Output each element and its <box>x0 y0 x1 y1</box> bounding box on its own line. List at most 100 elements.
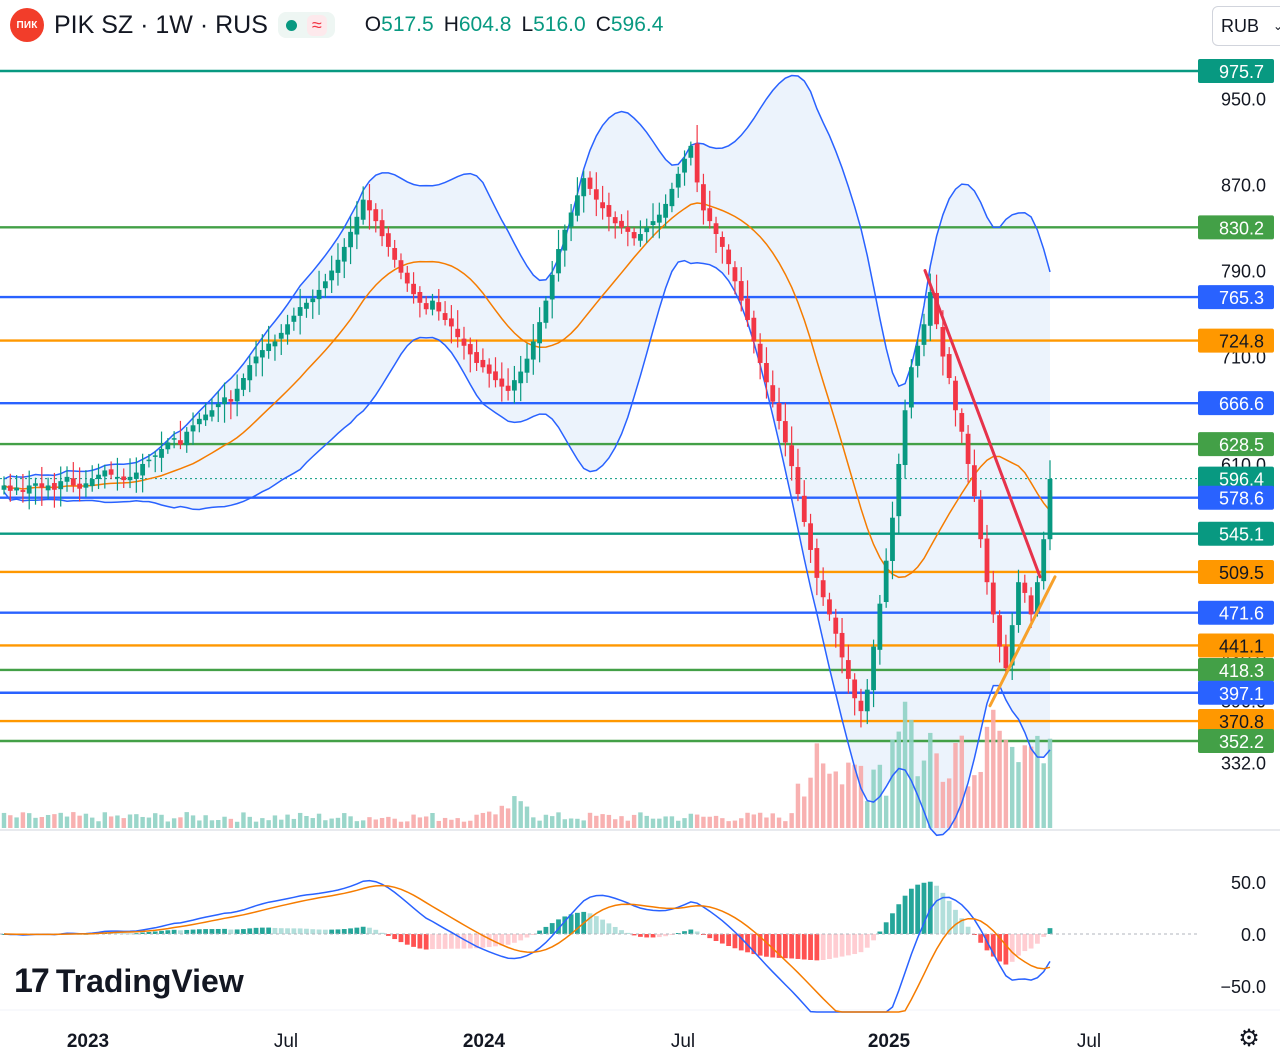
candle[interactable] <box>64 466 70 492</box>
price-level-label[interactable]: 596.4 <box>1198 466 1274 491</box>
candle[interactable] <box>713 216 719 253</box>
candle[interactable] <box>304 298 309 318</box>
candle[interactable] <box>719 231 725 264</box>
symbol-title[interactable]: PIK SZ · 1W · RUS <box>54 10 268 39</box>
price-level-label[interactable]: 975.7 <box>1198 59 1274 83</box>
candle[interactable] <box>115 457 120 491</box>
candle[interactable] <box>33 477 38 505</box>
candle[interactable] <box>291 307 297 331</box>
candle[interactable] <box>1003 634 1009 677</box>
candle[interactable] <box>222 382 227 423</box>
candle[interactable] <box>959 408 965 444</box>
candle[interactable] <box>738 267 744 312</box>
candle[interactable] <box>121 468 127 489</box>
candle[interactable] <box>159 431 164 472</box>
candle[interactable] <box>417 286 423 318</box>
wave-icon[interactable]: ≈ <box>306 14 327 36</box>
price-level-label[interactable]: 628.5 <box>1198 432 1274 457</box>
candle[interactable] <box>606 192 612 232</box>
candle[interactable] <box>638 220 643 247</box>
candle[interactable] <box>146 453 152 468</box>
candle[interactable] <box>858 688 864 728</box>
candle[interactable] <box>102 464 108 489</box>
candle[interactable] <box>140 453 146 493</box>
candle[interactable] <box>694 125 700 193</box>
indicator-pill[interactable]: ≈ <box>277 12 335 38</box>
candle[interactable] <box>656 202 662 239</box>
price-level-label[interactable]: 509.5 <box>1198 559 1274 584</box>
candle[interactable] <box>96 463 101 490</box>
candle[interactable] <box>436 288 442 321</box>
candle[interactable] <box>587 171 593 195</box>
gear-icon[interactable]: ⚙ <box>1238 1025 1260 1052</box>
candle[interactable] <box>782 402 788 457</box>
candle[interactable] <box>474 339 479 371</box>
candle[interactable] <box>83 470 89 498</box>
candle[interactable] <box>398 253 404 280</box>
price-level-label[interactable]: 765.3 <box>1198 285 1274 310</box>
candle[interactable] <box>915 338 921 378</box>
candle[interactable] <box>757 333 763 380</box>
candle[interactable] <box>411 272 416 304</box>
candle[interactable] <box>190 412 196 445</box>
price-level-label[interactable]: 352.2 <box>1198 729 1274 753</box>
candle[interactable] <box>776 387 782 430</box>
candle[interactable] <box>518 355 524 402</box>
candle[interactable] <box>644 218 650 243</box>
candle[interactable] <box>625 210 631 247</box>
candle[interactable] <box>675 166 681 198</box>
candle[interactable] <box>404 265 410 292</box>
candle[interactable] <box>978 490 984 548</box>
candle[interactable] <box>663 194 669 227</box>
candle[interactable] <box>1016 569 1021 633</box>
trendline[interactable] <box>988 575 1057 708</box>
candle[interactable] <box>600 185 606 220</box>
candle[interactable] <box>612 211 618 239</box>
candle[interactable] <box>316 270 322 315</box>
candle[interactable] <box>575 177 580 222</box>
candle[interactable] <box>127 458 133 489</box>
candle[interactable] <box>946 347 952 385</box>
candle[interactable] <box>39 466 45 506</box>
candle[interactable] <box>530 324 536 375</box>
candle[interactable] <box>764 347 769 399</box>
candle[interactable] <box>537 307 542 363</box>
candle[interactable] <box>455 310 461 348</box>
candle[interactable] <box>726 244 732 275</box>
candle[interactable] <box>707 190 713 229</box>
candle[interactable] <box>322 273 328 298</box>
candle[interactable] <box>14 475 19 495</box>
price-level-label[interactable]: 578.6 <box>1198 485 1274 510</box>
candle[interactable] <box>1047 460 1053 551</box>
candle[interactable] <box>348 216 353 265</box>
candle[interactable] <box>864 679 870 725</box>
candle[interactable] <box>89 465 95 492</box>
candle[interactable] <box>285 314 290 345</box>
candle[interactable] <box>430 293 435 316</box>
candle[interactable] <box>310 289 316 319</box>
candle[interactable] <box>921 313 927 357</box>
candle[interactable] <box>253 340 259 377</box>
candle[interactable] <box>669 182 675 213</box>
candle[interactable] <box>650 203 656 238</box>
candle[interactable] <box>751 310 757 354</box>
price-level-label[interactable]: 370.8 <box>1198 709 1274 734</box>
candle[interactable] <box>367 184 372 230</box>
candle[interactable] <box>997 610 1002 663</box>
candle[interactable] <box>493 357 498 388</box>
candle[interactable] <box>896 453 902 533</box>
candle[interactable] <box>871 639 876 708</box>
candle[interactable] <box>341 238 347 279</box>
candle[interactable] <box>461 326 467 360</box>
candle[interactable] <box>505 368 511 401</box>
candle[interactable] <box>745 280 750 327</box>
price-level-label[interactable]: 397.1 <box>1198 680 1274 705</box>
candle[interactable] <box>801 480 807 527</box>
candle[interactable] <box>241 373 246 397</box>
candle[interactable] <box>619 214 624 234</box>
candle[interactable] <box>203 403 209 426</box>
candle[interactable] <box>1022 574 1028 603</box>
price-level-label[interactable]: 666.6 <box>1198 391 1274 416</box>
candle[interactable] <box>486 358 492 388</box>
